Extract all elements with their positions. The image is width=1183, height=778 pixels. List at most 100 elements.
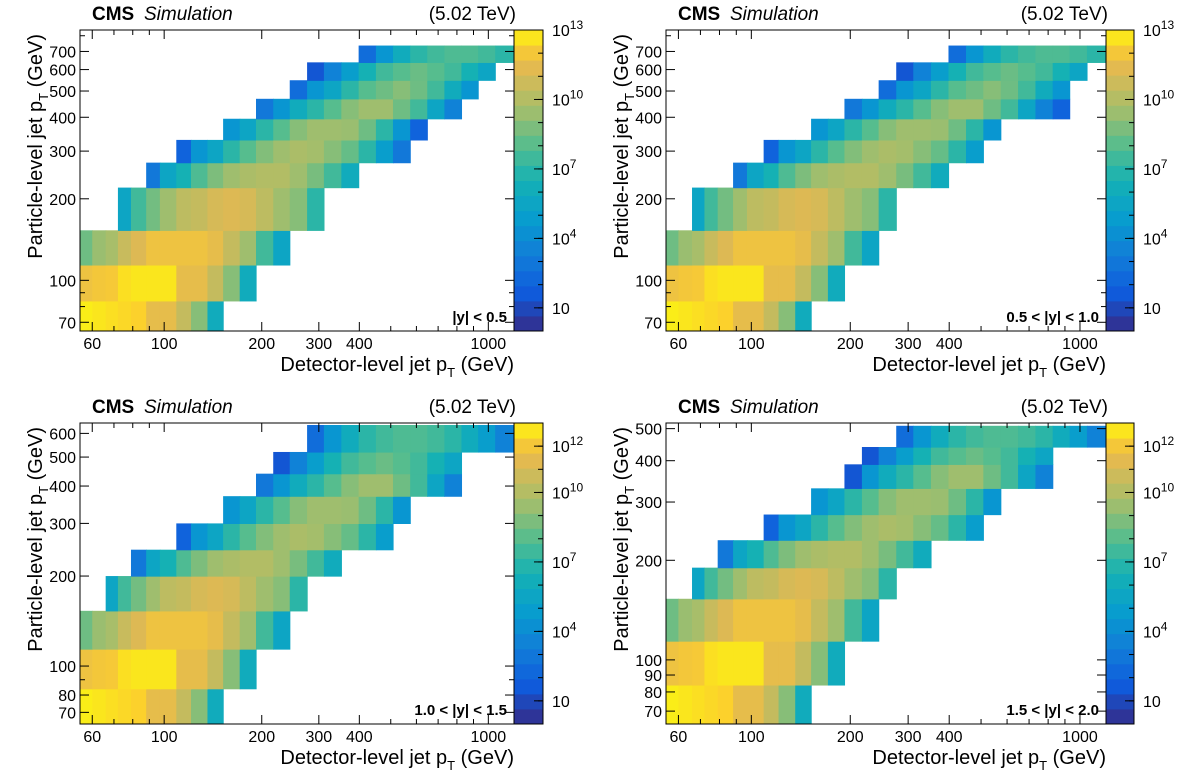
- heatmap-cell: [1000, 62, 1019, 81]
- heatmap-cell: [444, 45, 463, 63]
- colorbar-tick-label: 1010: [1143, 480, 1174, 502]
- heatmap-cell: [795, 598, 812, 642]
- heatmap-cell: [191, 549, 209, 577]
- heatmap-cell: [239, 139, 257, 164]
- y-axis-label: Particle-level jet pT (GeV): [611, 427, 637, 652]
- x-tick-label: 400: [346, 729, 373, 746]
- colorbar-tick-label: 104: [552, 226, 577, 248]
- heatmap-cell: [1069, 45, 1088, 63]
- y-tick-label: 100: [635, 653, 662, 670]
- heatmap-cell: [410, 425, 428, 453]
- heatmap-cell: [763, 300, 780, 331]
- heatmap-cell: [983, 45, 1002, 63]
- colorbar-tick-label: 1012: [1143, 434, 1174, 456]
- heatmap-cell: [983, 447, 1002, 465]
- heatmap-cell: [191, 688, 209, 724]
- heatmap-cell: [358, 139, 377, 164]
- colorbar-segment: [1106, 75, 1134, 91]
- simulation-label: Simulation: [730, 4, 819, 25]
- heatmap-cell: [778, 264, 796, 302]
- heatmap-cell: [375, 523, 394, 551]
- heatmap-cell: [966, 118, 984, 141]
- colorbar-segment: [514, 195, 543, 212]
- colorbar-segment: [1106, 150, 1134, 166]
- heatmap-cell: [289, 473, 308, 497]
- heatmap-cell: [746, 264, 765, 302]
- heatmap-cell: [207, 576, 224, 612]
- heatmap-cell: [146, 549, 161, 577]
- heatmap-cell: [795, 684, 812, 724]
- colorbar-segment: [1106, 90, 1134, 106]
- heatmap-cell: [948, 464, 967, 489]
- heatmap-cell: [323, 162, 342, 189]
- heatmap-cell: [878, 567, 897, 600]
- heatmap-cell: [948, 118, 967, 141]
- heatmap-cell: [92, 230, 107, 266]
- colorbar-segment: [1106, 468, 1134, 484]
- y-tick-label: 70: [644, 704, 662, 721]
- heatmap-cell: [307, 139, 325, 164]
- heatmap-cell: [811, 488, 829, 516]
- colorbar-segment: [1106, 558, 1134, 574]
- colorbar-segment: [1106, 105, 1134, 121]
- heatmap-cell: [930, 514, 950, 541]
- heatmap-cell: [678, 684, 693, 724]
- colorbar-tick-label: 107: [552, 157, 577, 179]
- y-axis-label: Particle-level jet pT (GeV): [25, 34, 51, 259]
- colorbar-tick-label: 10: [1143, 694, 1161, 711]
- simulation-label: Simulation: [144, 4, 233, 25]
- heatmap-cell: [844, 230, 863, 266]
- y-tick-label: 600: [635, 63, 662, 80]
- heatmap-cell: [896, 447, 914, 465]
- heatmap-cell: [1035, 425, 1054, 448]
- heatmap-cell: [896, 425, 914, 448]
- x-axis-label: Detector-level jet pT (GeV): [872, 354, 1106, 380]
- heatmap-cell: [289, 139, 308, 164]
- heatmap-cell: [878, 139, 897, 164]
- x-axis-label: Detector-level jet pT (GeV): [280, 747, 514, 773]
- colorbar-segment: [1106, 285, 1134, 302]
- heatmap-cells: [80, 425, 514, 724]
- colorbar: 10 104 107 1010 1012: [513, 422, 583, 725]
- heatmap-cell: [913, 447, 932, 465]
- heatmap-cell: [461, 45, 479, 63]
- heatmap-cell: [1035, 98, 1054, 120]
- heatmap-cell: [861, 447, 880, 465]
- x-tick-label: 100: [738, 729, 765, 746]
- heatmap-cell: [176, 523, 192, 551]
- heatmap-cell: [811, 118, 829, 141]
- heatmap-cell: [256, 139, 274, 164]
- heatmap-cell: [146, 610, 161, 650]
- heatmap-cell: [896, 98, 914, 120]
- heatmap-cell: [392, 451, 411, 475]
- y-tick-label: 300: [635, 144, 662, 161]
- heatmap-cell: [223, 118, 241, 141]
- heatmap-cell: [146, 162, 161, 189]
- colorbar-tick-label: 104: [1143, 226, 1168, 248]
- experiment-label: CMS: [678, 4, 720, 25]
- heatmap-cell: [146, 230, 161, 266]
- heatmap-cell: [207, 187, 224, 231]
- colorbar-segment: [1106, 603, 1134, 620]
- colorbar-segment: [1106, 240, 1134, 257]
- heatmap-cell: [130, 300, 147, 331]
- heatmap-cell: [844, 162, 863, 189]
- energy-label: (5.02 TeV): [1021, 397, 1108, 418]
- heatmap-cell: [176, 230, 192, 266]
- x-tick-label: 400: [936, 729, 963, 746]
- heatmap-cell: [1000, 80, 1019, 100]
- colorbar-segment: [514, 120, 543, 136]
- heatmap-cell: [763, 230, 780, 266]
- heatmap-cell: [323, 425, 342, 453]
- heatmap-cell: [80, 688, 93, 724]
- heatmap-cell: [844, 514, 863, 541]
- heatmap-cell: [130, 187, 147, 231]
- x-tick-label: 200: [248, 729, 275, 746]
- heatmap-cell: [878, 80, 897, 100]
- heatmap-cell: [223, 610, 241, 650]
- colorbar-segment: [514, 90, 543, 106]
- heatmap-cell: [1035, 464, 1054, 489]
- y-tick-label: 500: [49, 84, 76, 101]
- colorbar: 10 104 107 1010 1013: [1105, 18, 1174, 332]
- colorbar-tick-label: 10: [552, 301, 570, 318]
